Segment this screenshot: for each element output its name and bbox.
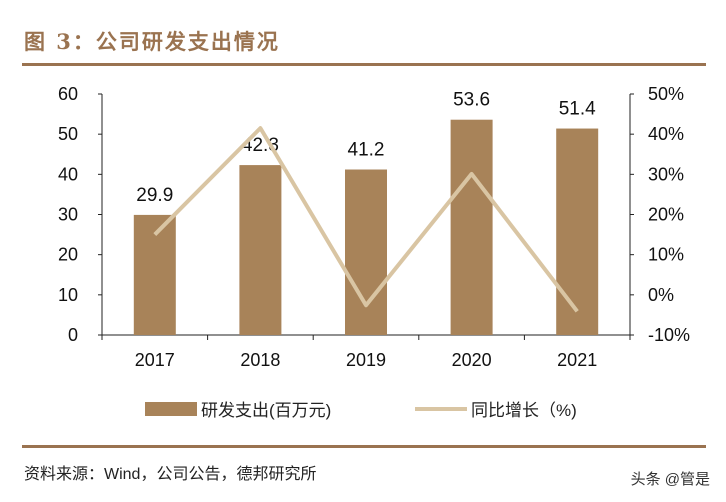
x-tick-label: 2021 <box>557 350 597 370</box>
right-tick-label: 20% <box>648 205 684 225</box>
legend-item-line: 同比增长（%) <box>415 396 577 421</box>
right-tick-label: 30% <box>648 164 684 184</box>
source-note: 资料来源：Wind，公司公告，德邦研究所 <box>24 466 317 483</box>
figure-title: 图 3：公司研发支出情况 <box>24 29 280 54</box>
bar <box>345 169 387 335</box>
left-tick-label: 50 <box>58 124 78 144</box>
bar <box>556 128 599 335</box>
x-tick-label: 2019 <box>346 350 386 370</box>
title-rule <box>22 63 706 66</box>
right-tick-label: 50% <box>648 84 684 104</box>
bar-data-label: 41.2 <box>348 140 385 161</box>
legend-label-line: 同比增长（%) <box>471 401 577 420</box>
legend-swatch-bar <box>145 401 197 416</box>
bottom-rule <box>22 445 706 448</box>
bar-data-label: 51.4 <box>559 99 596 120</box>
bar <box>239 165 282 335</box>
left-tick-label: 0 <box>68 325 78 345</box>
left-tick-label: 40 <box>58 164 78 184</box>
legend-item-bar: 研发支出(百万元) <box>145 396 331 421</box>
bar <box>450 119 493 335</box>
right-tick-label: 10% <box>648 245 684 265</box>
legend-label-bar: 研发支出(百万元) <box>201 401 332 420</box>
watermark: 头条 @管是 <box>630 471 710 488</box>
right-tick-label: 40% <box>648 124 684 144</box>
x-tick-label: 2017 <box>135 350 175 370</box>
right-tick-label: 0% <box>648 285 674 305</box>
left-tick-label: 30 <box>58 205 78 225</box>
x-tick-label: 2018 <box>240 350 280 370</box>
bar-data-label: 53.6 <box>453 90 490 111</box>
chart: 0 10 20 30 40 50 60 -10% 0% 10% 20% 30% 40% 50% 2017 20… <box>58 84 690 370</box>
left-tick-label: 60 <box>58 84 78 104</box>
bar <box>133 214 176 335</box>
left-tick-label: 10 <box>58 285 78 305</box>
right-tick-label: -10% <box>648 325 690 345</box>
left-tick-label: 20 <box>58 245 78 265</box>
bar-data-label: 29.9 <box>136 185 173 206</box>
legend-swatch-line <box>415 406 467 411</box>
x-tick-label: 2020 <box>452 350 492 370</box>
